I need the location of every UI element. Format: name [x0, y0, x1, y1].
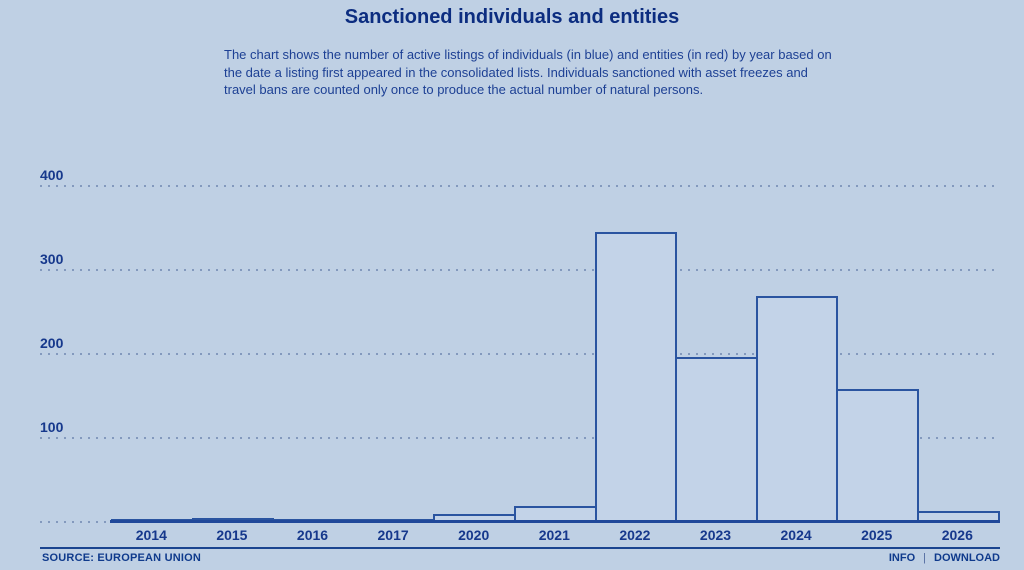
x-label-2020: 2020 — [458, 527, 490, 543]
footer-link-separator: | — [923, 552, 926, 564]
bar-2022[interactable] — [594, 232, 678, 522]
x-label-2026: 2026 — [941, 527, 973, 543]
source-label: SOURCE: EUROPEAN UNION — [42, 552, 202, 564]
x-label-2015: 2015 — [216, 527, 248, 543]
info-link[interactable]: INFO — [888, 552, 916, 564]
gridline-300 — [40, 269, 1000, 271]
x-label-2025: 2025 — [861, 527, 893, 543]
y-tick-label-400: 400 — [40, 167, 64, 183]
x-label-2014: 2014 — [135, 527, 167, 543]
x-axis-line — [110, 520, 1000, 523]
x-label-2017: 2017 — [377, 527, 409, 543]
gridline-200 — [40, 353, 1000, 355]
gridline-100 — [40, 437, 1000, 439]
page-title: Sanctioned individuals and entities — [344, 6, 680, 28]
bar-2024[interactable] — [755, 296, 839, 522]
footer-links: INFO | DOWNLOAD — [889, 552, 1000, 564]
x-label-2016: 2016 — [296, 527, 329, 543]
chart-description: The chart shows the number of active lis… — [224, 47, 832, 97]
y-tick-label-300: 300 — [40, 251, 64, 267]
download-link[interactable]: DOWNLOAD — [934, 552, 1000, 564]
y-tick-label-200: 200 — [40, 335, 64, 351]
x-label-2022: 2022 — [619, 527, 651, 543]
footer-divider — [40, 547, 1000, 549]
x-label-2021: 2021 — [538, 527, 570, 543]
x-label-2023: 2023 — [699, 527, 732, 543]
bar-2023[interactable] — [675, 357, 758, 522]
bar-2025[interactable] — [836, 389, 919, 522]
gridline-400 — [40, 185, 1000, 187]
y-tick-label-100: 100 — [40, 419, 64, 435]
x-label-2024: 2024 — [780, 527, 812, 543]
